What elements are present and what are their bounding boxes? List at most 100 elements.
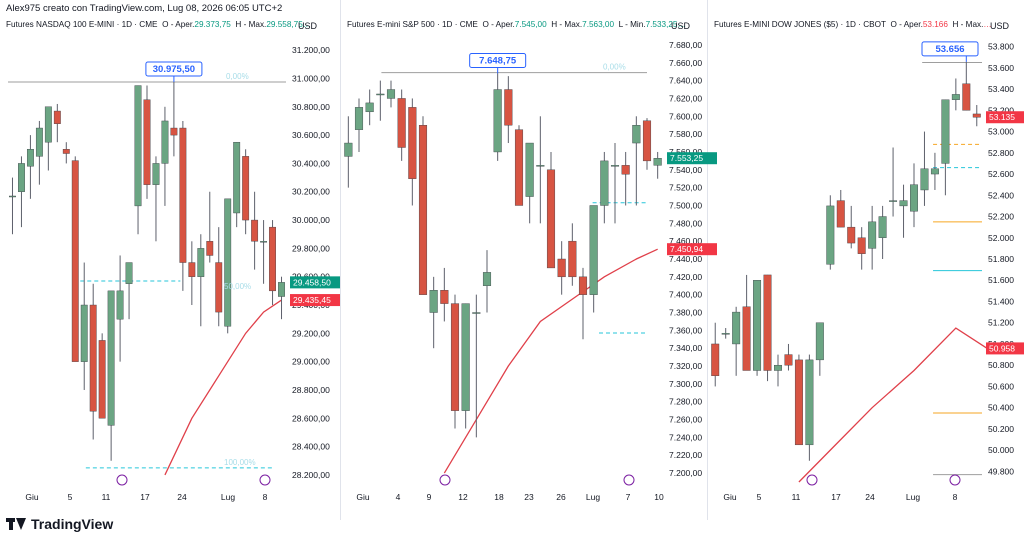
candle-body <box>962 83 971 111</box>
candle-body <box>450 303 460 411</box>
chart-svg-dow[interactable]: 53.800 53.600 53.400 53.200 53.000 52.800 52.6… <box>708 14 1024 504</box>
candle-body <box>26 149 34 167</box>
candle-body <box>386 89 396 99</box>
y-tick-label: 7.620,00 <box>669 93 702 103</box>
candle-body <box>826 205 835 265</box>
candle-body <box>493 89 502 153</box>
candle-body <box>815 322 824 361</box>
candle-body <box>242 156 250 221</box>
y-tick-label: 30.200,00 <box>292 187 330 197</box>
y-tick-label: 30.000,00 <box>292 215 330 225</box>
candle-body <box>546 169 556 269</box>
y-tick-label: 30.800,00 <box>292 102 330 112</box>
candle-body <box>429 290 438 313</box>
x-tick-label: 11 <box>102 492 111 502</box>
y-tick-label: 28.200,00 <box>292 470 330 480</box>
ema-price-tag: 53.135 <box>989 112 1015 122</box>
y-tick-label: 52.400 <box>988 190 1014 200</box>
chart-panel-dow[interactable]: Futures E-MINI DOW JONES ($5) · 1D · CBO… <box>708 14 1024 504</box>
x-tick-label: 23 <box>524 492 534 502</box>
event-icon <box>259 474 271 486</box>
tradingview-logo[interactable]: TradingView <box>6 516 113 532</box>
candle-body <box>889 200 898 202</box>
candle-body <box>610 165 620 167</box>
y-tick-label: 51.600 <box>988 275 1014 285</box>
y-tick-label: 7.560,00 <box>669 147 702 157</box>
candle-body <box>732 311 741 345</box>
candle-body <box>847 226 856 244</box>
x-tick-label: 8 <box>953 492 958 502</box>
y-tick-label: 7.400,00 <box>669 290 702 300</box>
candle-body <box>763 274 772 371</box>
candle-body <box>753 280 762 371</box>
y-tick-label: 7.220,00 <box>669 450 702 460</box>
candle-body <box>774 364 782 371</box>
x-tick-label: Giu <box>25 492 39 502</box>
y-tick-label: 7.600,00 <box>669 111 702 121</box>
candle-body <box>197 248 205 277</box>
y-tick-label: 53.600 <box>988 63 1014 73</box>
candle-body <box>418 124 428 295</box>
y-tick-label: 29.200,00 <box>292 328 330 338</box>
candle-body <box>397 98 406 148</box>
chart-svg-sp500[interactable]: 7.680,00 7.660,00 7.640,00 7.620,00 7.600,00… <box>341 14 717 504</box>
high-callout-label: 53.656 <box>935 44 964 55</box>
y-tick-label: 28.800,00 <box>292 385 330 395</box>
y-tick-label: 51.200 <box>988 318 1014 328</box>
candle-body <box>721 333 730 335</box>
y-tick-label: 7.580,00 <box>669 129 702 139</box>
y-tick-label: 50.400 <box>988 403 1014 413</box>
candle-body <box>161 120 169 164</box>
candle-body <box>344 142 353 157</box>
y-tick-label: 51.800 <box>988 254 1014 264</box>
dividend-icon <box>439 474 451 486</box>
candle-body <box>525 142 534 197</box>
y-tick-label: 28.400,00 <box>292 442 330 452</box>
candle-body <box>107 290 115 426</box>
y-tick-label: 50.000 <box>988 445 1014 455</box>
x-tick-label: 5 <box>68 492 73 502</box>
y-tick-label: 50.200 <box>988 424 1014 434</box>
y-tick-label: 7.420,00 <box>669 272 702 282</box>
chart-panel-nasdaq[interactable]: Futures NASDAQ 100 E-MINI · 1D · CME O -… <box>0 14 340 504</box>
candle-body <box>504 89 513 126</box>
ema-price-tag-2-bg <box>986 342 1024 355</box>
y-tick-label: 7.200,00 <box>669 468 702 478</box>
x-tick-label: 7 <box>626 492 631 502</box>
candle-body <box>89 304 97 412</box>
chart-panel-sp500[interactable]: Futures E-mini S&P 500 · 1D · CME O - Ap… <box>341 14 717 504</box>
candle-body <box>376 93 385 96</box>
fib-label-bottom: 100,00% <box>224 458 256 467</box>
candle-body <box>482 272 492 286</box>
y-tick-label: 52.200 <box>988 212 1014 222</box>
candle-body <box>899 200 908 207</box>
panel-title: Futures E-mini S&P 500 · 1D · CME O - Ap… <box>347 20 686 29</box>
candle-body <box>260 241 268 243</box>
candle-body <box>440 290 449 304</box>
last-price-tag-bg <box>290 276 340 289</box>
y-tick-label: 52.800 <box>988 148 1014 158</box>
candle-body <box>557 258 566 278</box>
y-tick-label: 7.480,00 <box>669 218 702 228</box>
candle-body <box>868 221 877 249</box>
panel-separator-2 <box>707 0 708 520</box>
y-tick-label: 7.280,00 <box>669 397 702 407</box>
ema-price-tag-bg <box>667 243 717 256</box>
candle-body <box>188 262 196 277</box>
candle-body <box>224 198 232 327</box>
chart-svg-nasdaq[interactable]: 31.200,00 31.000,00 30.800,00 30.600,00 30.4… <box>0 14 340 504</box>
ema-line <box>443 248 658 474</box>
candle-body <box>600 160 609 206</box>
dividend-icon <box>806 474 818 486</box>
dividend-icon <box>116 474 128 486</box>
candle-body <box>143 99 151 185</box>
x-tick-label: 11 <box>792 492 801 502</box>
y-tick-label: 31.200,00 <box>292 45 330 55</box>
candle-body <box>794 359 803 446</box>
y-tick-label: 30.600,00 <box>292 130 330 140</box>
candle-body <box>53 110 61 124</box>
y-tick-label: 53.000 <box>988 127 1014 137</box>
y-tick-label: 29.800,00 <box>292 243 330 253</box>
candle-body <box>44 106 52 143</box>
candle-body <box>125 262 133 284</box>
